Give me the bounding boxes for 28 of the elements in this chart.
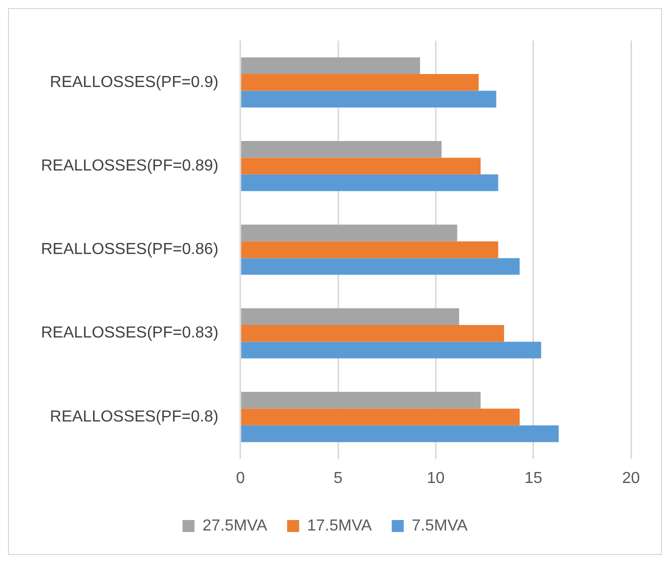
bar	[241, 224, 458, 242]
bar	[241, 392, 481, 409]
x-tick-label: 0	[236, 470, 245, 487]
bar	[241, 74, 479, 91]
legend-label: 27.5MVA	[202, 517, 268, 534]
bar	[241, 174, 498, 192]
y-tick-label: REALLOSSES(PF=0.89)	[40, 157, 218, 174]
bar	[241, 140, 442, 158]
legend-label: 17.5MVA	[307, 517, 372, 534]
bar	[241, 342, 542, 358]
bar	[241, 158, 481, 174]
x-tick-label: 10	[426, 470, 445, 487]
x-tick-label: 15	[524, 470, 542, 487]
y-tick-label: REALLOSSES(PF=0.83)	[40, 324, 218, 342]
bar	[241, 425, 559, 442]
bar	[241, 408, 520, 426]
x-tick-label: 5	[334, 470, 343, 487]
bar	[241, 308, 460, 325]
bar	[241, 241, 498, 258]
bar	[241, 57, 420, 74]
bar	[241, 90, 496, 108]
y-tick-label: REALLOSSES(PF=0.86)	[40, 241, 218, 258]
legend-label: 7.5MVA	[412, 517, 468, 534]
bar	[241, 258, 520, 275]
bar	[241, 324, 504, 342]
y-tick-label: REALLOSSES(PF=0.9)	[50, 74, 218, 91]
y-tick-label: REALLOSSES(PF=0.8)	[50, 408, 218, 426]
x-tick-label: 20	[622, 470, 640, 487]
